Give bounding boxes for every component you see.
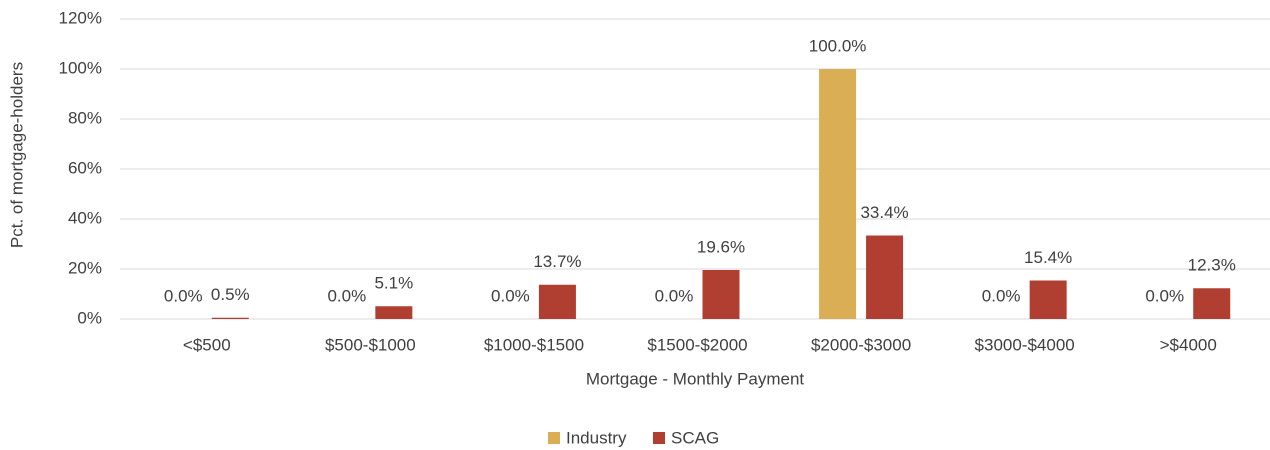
bar <box>819 69 857 319</box>
data-label: 13.7% <box>533 252 581 271</box>
data-label: 0.0% <box>982 286 1021 305</box>
x-tick-label: >$4000 <box>1160 335 1217 354</box>
bar <box>538 284 576 319</box>
bar <box>1029 280 1067 319</box>
bar <box>1193 288 1231 319</box>
data-label: 19.6% <box>697 237 745 256</box>
data-label: 15.4% <box>1024 248 1072 267</box>
bar <box>375 306 413 319</box>
legend-swatch <box>548 432 560 444</box>
y-tick-label: 40% <box>68 208 102 227</box>
y-tick-label: 120% <box>59 8 102 27</box>
y-tick-label: 100% <box>59 58 102 77</box>
legend-label: SCAG <box>671 428 719 447</box>
data-label: 0.5% <box>211 285 250 304</box>
data-label: 0.0% <box>1145 286 1184 305</box>
data-label: 0.0% <box>655 286 694 305</box>
y-tick-label: 80% <box>68 108 102 127</box>
y-tick-label: 0% <box>77 308 102 327</box>
x-tick-label: $1500-$2000 <box>647 335 747 354</box>
legend-label: Industry <box>566 428 627 447</box>
data-label: 100.0% <box>809 36 867 55</box>
x-tick-label: <$500 <box>183 335 231 354</box>
bar <box>211 317 249 319</box>
bar <box>702 270 740 319</box>
legend-swatch <box>653 432 665 444</box>
bar <box>866 235 904 319</box>
data-label: 0.0% <box>491 286 530 305</box>
data-label: 5.1% <box>374 274 413 293</box>
y-tick-label: 60% <box>68 158 102 177</box>
data-label: 33.4% <box>860 203 908 222</box>
y-tick-label: 20% <box>68 258 102 277</box>
data-label: 0.0% <box>327 286 366 305</box>
x-axis-title: Mortgage - Monthly Payment <box>586 369 805 388</box>
x-tick-label: $500-$1000 <box>325 335 416 354</box>
y-axis-title: Pct. of mortgage-holders <box>7 62 26 248</box>
data-label: 0.0% <box>164 286 203 305</box>
x-tick-label: $1000-$1500 <box>484 335 584 354</box>
data-label: 12.3% <box>1188 256 1236 275</box>
x-tick-label: $2000-$3000 <box>811 335 911 354</box>
x-tick-label: $3000-$4000 <box>975 335 1075 354</box>
